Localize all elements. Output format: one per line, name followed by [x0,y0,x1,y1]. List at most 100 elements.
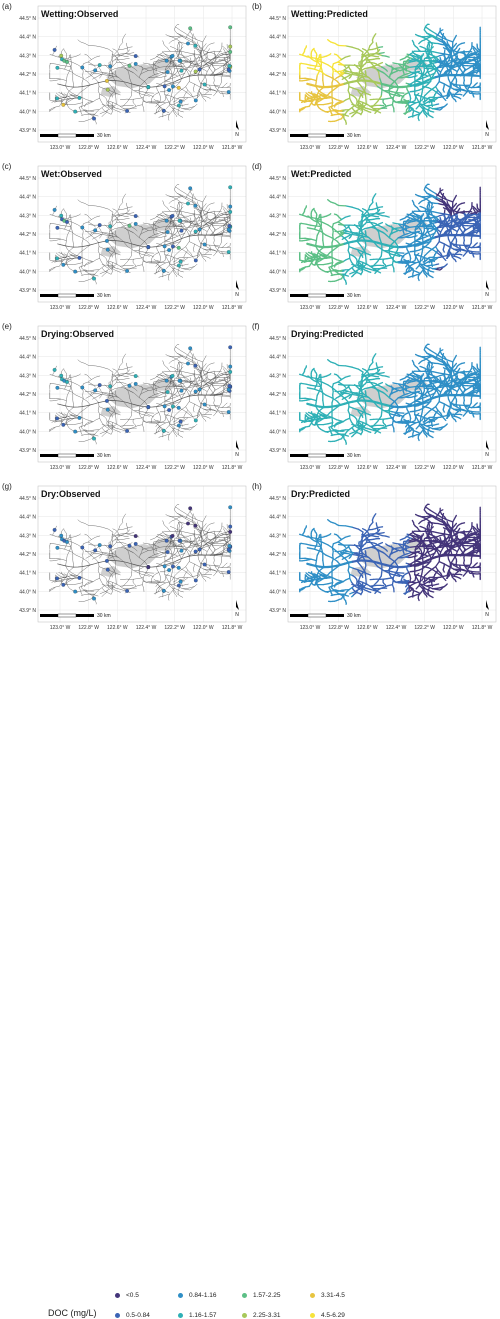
river-segment [214,211,216,222]
north-arrow-icon [236,440,239,450]
predicted-river-segment [429,203,430,206]
lat-tick-label: 43.9° N [269,288,286,294]
lon-tick-label: 122.2° W [164,145,185,151]
river-segment [162,201,170,212]
predicted-river-segment [309,260,314,261]
predicted-river-segment [336,78,337,79]
predicted-river-segment [412,41,413,43]
predicted-river-segment [380,53,384,54]
predicted-river-segment [315,104,316,105]
predicted-river-segment [366,93,371,95]
predicted-river-segment [345,66,346,67]
river-segment [139,406,146,422]
predicted-river-segment [365,92,366,98]
lon-tick-label: 122.2° W [414,465,435,471]
predicted-river-segment [413,108,414,109]
predicted-river-segment [362,256,363,258]
lon-tick-label: 122.4° W [386,465,407,471]
observation-point [194,390,198,394]
predicted-river-segment [370,42,373,46]
lon-tick-label: 121.8° W [472,145,493,151]
north-arrow-label: N [235,132,239,138]
predicted-river-segment [319,215,320,217]
river-segment [89,366,113,373]
observation-point [171,374,175,378]
observation-point [162,429,166,433]
river-segment [193,404,194,412]
observation-point [56,66,60,70]
predicted-river-segment [420,221,423,222]
predicted-river-segment [426,27,431,30]
predicted-river-segment [342,276,343,278]
predicted-river-segment [323,104,328,105]
lon-tick-label: 122.4° W [386,305,407,311]
river-segment [139,246,146,262]
observation-point [108,225,112,229]
lat-tick-label: 43.9° N [19,448,36,454]
lat-tick-label: 44.0° N [19,109,36,115]
observation-point [105,239,109,243]
predicted-river-segment [436,109,440,110]
lon-tick-label: 122.6° W [357,145,378,151]
predicted-river-segment [462,236,471,237]
predicted-river-segment [477,232,478,233]
river-segment [85,54,92,60]
lon-tick-label: 122.4° W [386,145,407,151]
predicted-river-segment [374,34,375,36]
predicted-river-segment [404,259,406,261]
river-segment [99,73,103,79]
predicted-river-segment [441,68,443,72]
river-segment [222,83,228,88]
river-segment [202,414,212,415]
predicted-river-segment [362,96,363,98]
predicted-river-segment [330,214,331,215]
predicted-river-segment [333,222,338,224]
panel-title: Drying:Observed [41,329,114,339]
lat-tick-label: 44.4° N [269,195,286,201]
observation-point [134,382,138,386]
river-segment [227,403,231,407]
predicted-river-segment [453,51,454,54]
river-segment [50,426,60,432]
predicted-river-segment [349,77,350,78]
observation-point [177,406,181,410]
scale-bar [76,294,94,297]
observation-point [106,88,110,92]
observation-point [108,65,112,69]
predicted-river-segment [429,116,433,118]
predicted-river-segment [369,61,374,66]
river-segment [82,428,95,437]
predicted-river-segment [416,195,419,196]
river-segment [115,379,130,380]
river-segment [50,63,71,66]
predicted-river-segment [462,43,465,44]
observation-point [93,229,97,233]
predicted-river-segment [418,118,419,120]
predicted-river-segment [341,217,345,219]
predicted-river-segment [339,225,345,226]
predicted-river-segment [307,68,314,69]
predicted-river-segment [361,274,362,275]
north-arrow-label: N [485,292,489,298]
predicted-river-segment [412,101,415,102]
observation-point [65,380,69,384]
predicted-river-segment [429,262,430,263]
predicted-river-segment [342,116,343,118]
observation-point [125,269,129,273]
predicted-river-segment [311,399,316,401]
predicted-river-segment [441,228,443,232]
predicted-river-segment [386,224,388,225]
predicted-river-segment [416,35,419,36]
river-segment [179,363,180,374]
predicted-river-segment [416,265,419,268]
predicted-river-segment [420,46,422,47]
observation-point [167,248,171,252]
lat-tick-label: 44.2° N [269,72,286,78]
observation-point [171,405,175,409]
river-segment [179,203,180,214]
predicted-river-segment [401,260,402,262]
river-segment [78,40,89,46]
map-svg: 44.5° N44.4° N44.3° N44.2° N44.1° N44.0°… [250,0,500,160]
predicted-river-segment [443,257,446,260]
predicted-river-segment [361,114,362,115]
